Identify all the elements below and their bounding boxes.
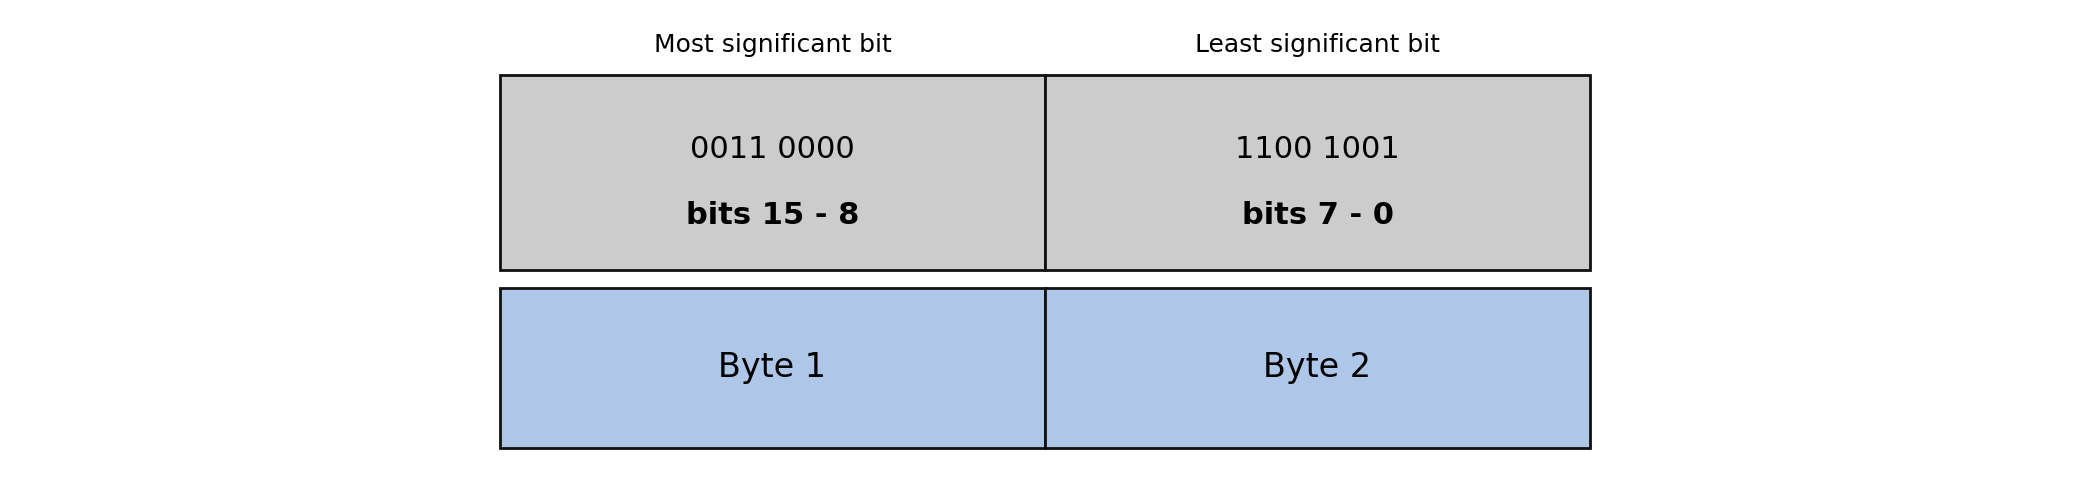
Bar	[1044, 288, 1590, 448]
Bar	[499, 75, 1044, 270]
Text: Least significant bit: Least significant bit	[1195, 33, 1439, 57]
Text: Byte 1: Byte 1	[719, 351, 827, 384]
Text: Most significant bit: Most significant bit	[654, 33, 892, 57]
Text: 1100 1001: 1100 1001	[1235, 134, 1400, 164]
Text: bits 15 - 8: bits 15 - 8	[685, 201, 859, 230]
Text: bits 7 - 0: bits 7 - 0	[1241, 201, 1393, 230]
Bar	[1044, 75, 1590, 270]
Text: Byte 2: Byte 2	[1264, 351, 1372, 384]
Text: 0011 0000: 0011 0000	[689, 134, 854, 164]
Bar	[499, 288, 1044, 448]
